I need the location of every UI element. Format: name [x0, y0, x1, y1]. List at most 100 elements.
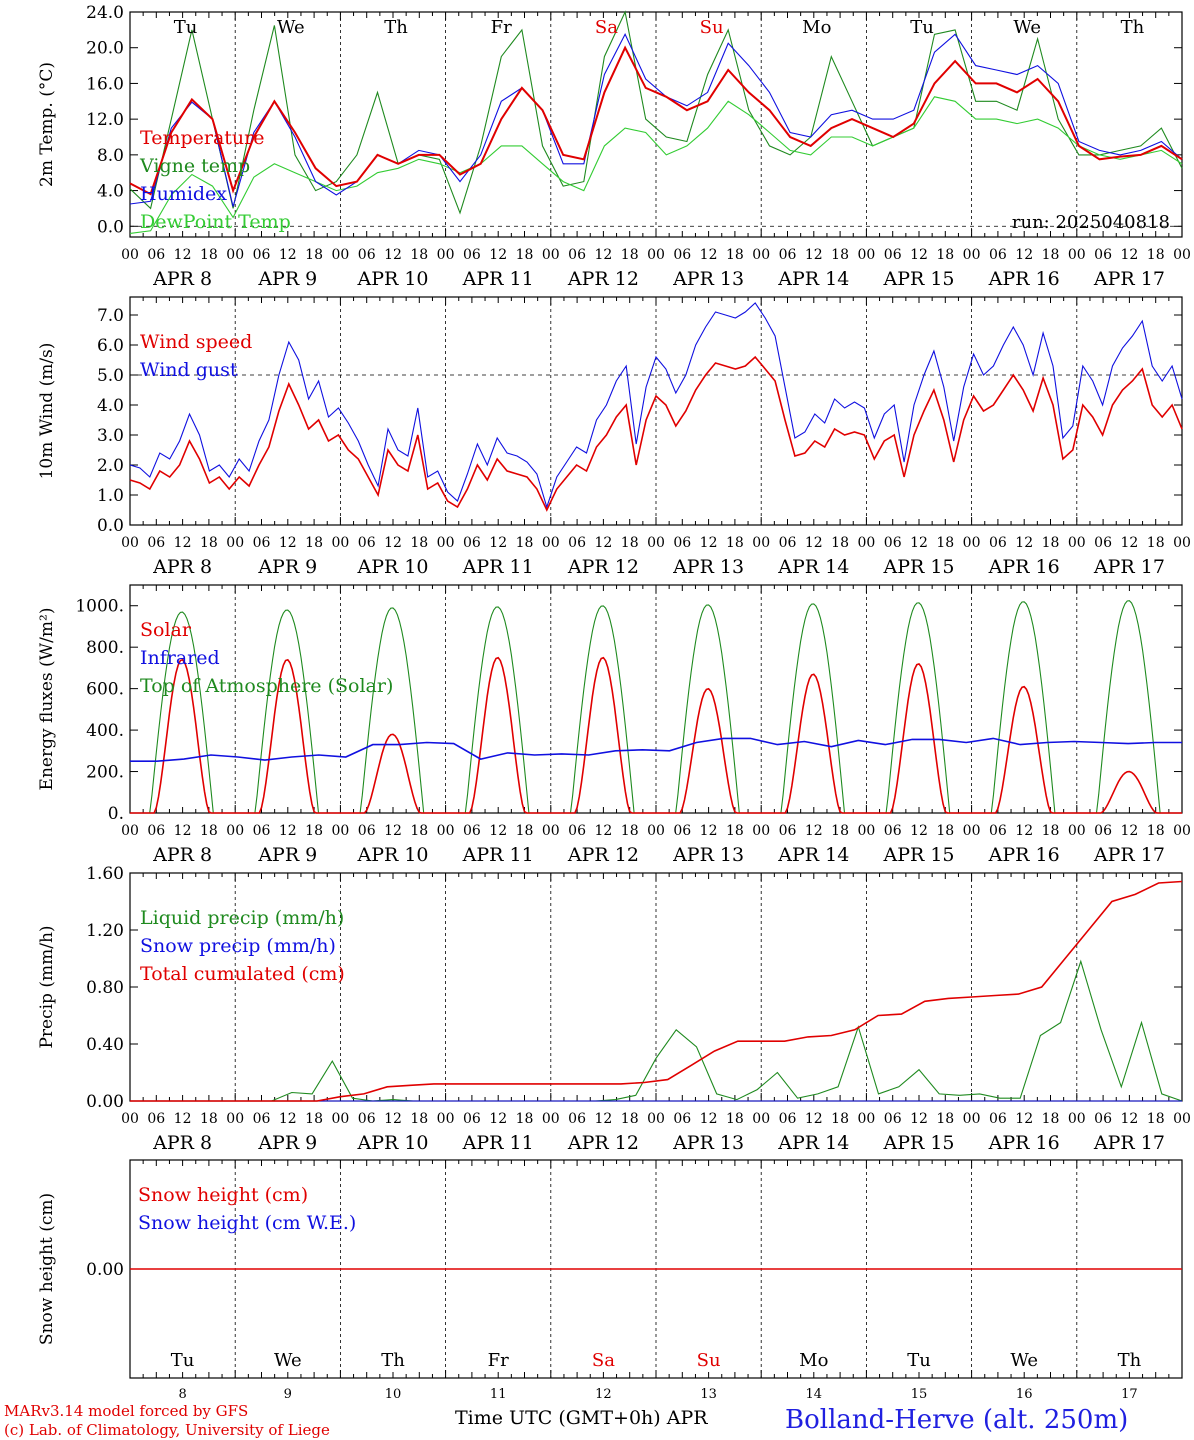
hour-label: 00	[857, 247, 875, 263]
hour-label: 06	[253, 1111, 271, 1127]
date-label: APR 8	[152, 556, 212, 578]
hour-label: 06	[989, 1111, 1007, 1127]
hour-label: 12	[1015, 823, 1033, 839]
hour-label: 06	[358, 535, 376, 551]
hour-label: 06	[358, 823, 376, 839]
series-line	[129, 355, 1183, 512]
hour-label: 00	[1173, 535, 1191, 551]
y-tick-label: 0.00	[86, 1092, 124, 1112]
y-tick-label: 1.0	[97, 486, 124, 506]
hour-label: 00	[331, 535, 349, 551]
hour-label: 06	[884, 535, 902, 551]
hour-label: 06	[989, 535, 1007, 551]
hour-label: 18	[410, 535, 428, 551]
date-label: APR 8	[152, 844, 212, 866]
hour-label: 12	[174, 823, 192, 839]
hour-label: 06	[779, 535, 797, 551]
date-label: APR 11	[462, 268, 534, 290]
hour-label: 12	[700, 823, 718, 839]
hour-label: 06	[989, 247, 1007, 263]
date-label: APR 8	[152, 268, 212, 290]
hour-label: 00	[1173, 247, 1191, 263]
date-label: APR 13	[672, 268, 744, 290]
hour-label: 18	[726, 1111, 744, 1127]
hour-label: 00	[963, 247, 981, 263]
hour-label: 18	[726, 247, 744, 263]
footer-credit: (c) Lab. of Climatology, University of L…	[4, 1421, 330, 1439]
hour-label: 06	[1094, 1111, 1112, 1127]
day-number: 17	[1121, 1387, 1138, 1402]
day-number: 15	[911, 1387, 928, 1402]
hour-label: 00	[963, 535, 981, 551]
y-tick-label: 0.80	[86, 978, 124, 998]
y-tick-label: 7.0	[97, 306, 124, 326]
day-number: 14	[806, 1387, 823, 1402]
hour-label: 12	[594, 535, 612, 551]
hour-label: 18	[305, 247, 323, 263]
hour-label: 00	[647, 1111, 665, 1127]
hour-label: 12	[1015, 247, 1033, 263]
y-tick-label: 4.0	[97, 182, 124, 202]
legend-entry: Wind speed	[140, 331, 252, 353]
day-name: Mo	[799, 1350, 828, 1371]
hour-label: 00	[226, 535, 244, 551]
hour-label: 18	[410, 247, 428, 263]
hour-label: 18	[305, 535, 323, 551]
hour-label: 12	[279, 535, 297, 551]
hour-label: 06	[673, 535, 691, 551]
hour-label: 12	[910, 1111, 928, 1127]
hour-label: 12	[594, 823, 612, 839]
date-label: APR 15	[882, 556, 954, 578]
hour-label: 12	[279, 247, 297, 263]
date-label: APR 11	[462, 844, 534, 866]
series-line	[129, 96, 1183, 234]
hour-label: 12	[594, 247, 612, 263]
series-line	[129, 10, 1183, 215]
hour-label: 00	[1173, 823, 1191, 839]
y-axis-label: Snow height (cm)	[37, 1193, 57, 1345]
hour-label: 00	[963, 1111, 981, 1127]
date-label: APR 16	[988, 1132, 1060, 1154]
hour-label: 00	[752, 535, 770, 551]
hour-label: 18	[516, 1111, 534, 1127]
date-label: APR 14	[777, 556, 849, 578]
hour-label: 18	[200, 535, 218, 551]
hour-label: 12	[279, 1111, 297, 1127]
hour-label: 18	[726, 823, 744, 839]
hour-label: 06	[147, 1111, 165, 1127]
footer-station: Bolland-Herve (alt. 250m)	[785, 1405, 1128, 1435]
hour-label: 06	[884, 823, 902, 839]
day-name: Sa	[595, 17, 618, 38]
legend-entry: Snow height (cm)	[138, 1184, 308, 1206]
day-name: Sa	[592, 1350, 615, 1371]
date-label: APR 13	[672, 1132, 744, 1154]
hour-label: 00	[1173, 1111, 1191, 1127]
date-label: APR 16	[988, 556, 1060, 578]
hour-label: 18	[516, 823, 534, 839]
day-name: Th	[1121, 17, 1145, 38]
date-label: APR 12	[567, 844, 639, 866]
day-name: Th	[1118, 1350, 1142, 1371]
hour-label: 18	[1147, 823, 1165, 839]
date-label: APR 15	[882, 268, 954, 290]
panel-wind: 0.0 1.0 2.0 3.0 4.0 5.0 6.0 7.0 10m Wind (m/s) 00…	[37, 296, 1191, 578]
y-tick-label: 200.	[86, 763, 124, 783]
date-label: APR 14	[777, 844, 849, 866]
hour-label: 12	[489, 1111, 507, 1127]
series-line	[130, 737, 1182, 763]
date-label: APR 16	[988, 268, 1060, 290]
hour-label: 00	[226, 823, 244, 839]
hour-label: 00	[752, 823, 770, 839]
hour-label: 06	[1094, 823, 1112, 839]
legend-entry: DewPoint Temp	[140, 211, 291, 233]
hour-label: 12	[1120, 1111, 1138, 1127]
hour-label: 12	[174, 535, 192, 551]
y-axis-label: Precip (mm/h)	[37, 925, 57, 1048]
hour-label: 00	[1068, 247, 1086, 263]
hour-label: 06	[673, 1111, 691, 1127]
hour-label: 18	[516, 247, 534, 263]
hour-label: 00	[752, 247, 770, 263]
date-label: APR 12	[567, 1132, 639, 1154]
y-tick-label: 0.0	[97, 217, 124, 237]
